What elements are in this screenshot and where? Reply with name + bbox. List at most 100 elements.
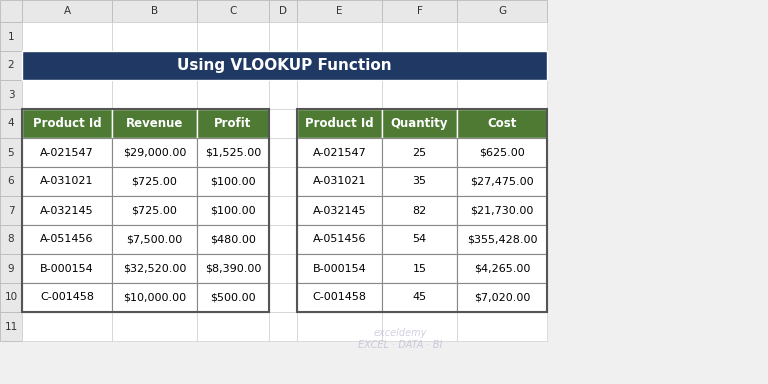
Bar	[22, 109, 112, 138]
Bar	[112, 196, 197, 225]
Text: A-032145: A-032145	[40, 205, 94, 215]
Bar	[0, 254, 22, 283]
Text: $480.00: $480.00	[210, 235, 256, 245]
Bar	[457, 22, 547, 51]
Text: 82: 82	[412, 205, 427, 215]
Bar	[382, 167, 457, 196]
Bar	[112, 22, 197, 51]
Bar	[457, 80, 547, 109]
Bar	[297, 283, 382, 312]
Text: Product Id: Product Id	[33, 117, 101, 130]
Bar	[297, 138, 382, 167]
Bar	[112, 167, 197, 196]
Bar	[22, 167, 112, 196]
Text: Using VLOOKUP Function: Using VLOOKUP Function	[177, 58, 392, 73]
Bar	[0, 312, 22, 341]
Bar	[112, 254, 197, 283]
Bar	[269, 0, 297, 22]
Text: F: F	[416, 6, 422, 16]
Bar	[297, 225, 382, 254]
Bar	[0, 225, 22, 254]
Bar	[112, 109, 197, 138]
Text: A: A	[64, 6, 71, 16]
Bar	[22, 196, 112, 225]
Bar	[112, 225, 197, 254]
Bar	[297, 109, 382, 138]
Bar	[297, 196, 382, 225]
Bar	[197, 254, 269, 283]
Bar	[382, 22, 457, 51]
Bar	[22, 196, 112, 225]
Bar	[197, 225, 269, 254]
Text: G: G	[498, 6, 506, 16]
Text: C-001458: C-001458	[313, 293, 366, 303]
Bar	[22, 0, 112, 22]
Bar	[197, 138, 269, 167]
Text: Quantity: Quantity	[391, 117, 449, 130]
Bar	[297, 167, 382, 196]
Bar	[0, 0, 22, 22]
Bar	[457, 312, 547, 341]
Bar	[382, 80, 457, 109]
Text: 35: 35	[412, 177, 426, 187]
Text: $625.00: $625.00	[479, 147, 525, 157]
Text: $21,730.00: $21,730.00	[470, 205, 534, 215]
Bar	[297, 80, 382, 109]
Bar	[197, 80, 269, 109]
Bar	[0, 51, 22, 80]
Bar	[457, 138, 547, 167]
Bar	[269, 51, 297, 80]
Bar	[0, 22, 22, 51]
Text: A-051456: A-051456	[313, 235, 366, 245]
Text: $500.00: $500.00	[210, 293, 256, 303]
Bar	[22, 109, 269, 312]
Bar	[197, 167, 269, 196]
Bar	[269, 312, 297, 341]
Bar	[22, 138, 112, 167]
Bar	[197, 312, 269, 341]
Bar	[382, 312, 457, 341]
Bar	[297, 283, 382, 312]
Text: 1: 1	[8, 31, 15, 41]
Bar	[457, 109, 547, 138]
Bar	[457, 167, 547, 196]
Bar	[269, 283, 297, 312]
Text: $27,475.00: $27,475.00	[470, 177, 534, 187]
Text: 4: 4	[8, 119, 15, 129]
Bar	[297, 254, 382, 283]
Bar	[382, 225, 457, 254]
Bar	[457, 196, 547, 225]
Bar	[197, 196, 269, 225]
Bar	[22, 225, 112, 254]
Text: Revenue: Revenue	[126, 117, 184, 130]
Text: $4,265.00: $4,265.00	[474, 263, 530, 273]
Bar	[382, 283, 457, 312]
Text: $725.00: $725.00	[131, 205, 177, 215]
Bar	[22, 283, 112, 312]
Bar	[457, 225, 547, 254]
Bar	[382, 0, 457, 22]
Bar	[297, 109, 547, 312]
Text: $1,525.00: $1,525.00	[205, 147, 261, 157]
Bar	[0, 283, 22, 312]
Text: 2: 2	[8, 61, 15, 71]
Text: Cost: Cost	[488, 117, 517, 130]
Bar	[22, 109, 112, 138]
Text: $355,428.00: $355,428.00	[467, 235, 538, 245]
Bar	[269, 254, 297, 283]
Bar	[197, 0, 269, 22]
Bar	[22, 51, 112, 80]
Bar	[457, 196, 547, 225]
Bar	[457, 138, 547, 167]
Bar	[457, 109, 547, 138]
Bar	[22, 138, 112, 167]
Bar	[297, 254, 382, 283]
Text: exceldemy
EXCEL · DATA · BI: exceldemy EXCEL · DATA · BI	[358, 328, 442, 350]
Bar	[197, 283, 269, 312]
Text: Profit: Profit	[214, 117, 252, 130]
Bar	[197, 196, 269, 225]
Bar	[297, 22, 382, 51]
Bar	[457, 51, 547, 80]
Text: $725.00: $725.00	[131, 177, 177, 187]
Text: $8,390.00: $8,390.00	[205, 263, 261, 273]
